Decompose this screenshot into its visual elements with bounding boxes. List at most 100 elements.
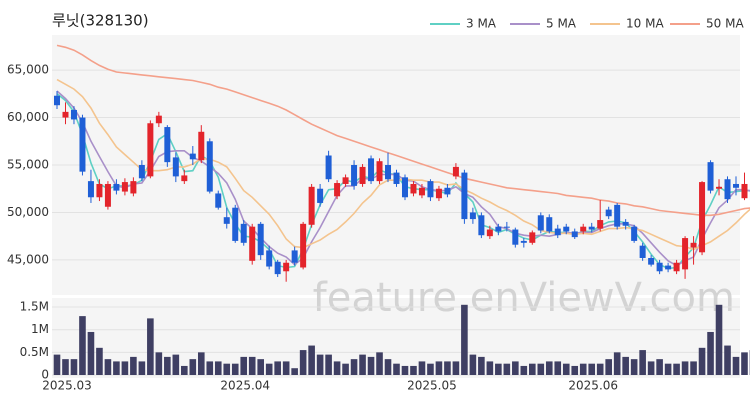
candle-body (266, 250, 273, 267)
volume-bar (223, 363, 231, 375)
x-tick-label: 2025.04 (220, 379, 270, 393)
volume-bar (79, 316, 86, 375)
volume-bar (393, 363, 400, 375)
candle-body (546, 217, 553, 232)
legend-label: 5 MA (546, 17, 577, 31)
volume-bar (62, 359, 69, 375)
volume-bar (452, 361, 460, 375)
volume-bar (724, 345, 731, 375)
candle-body (189, 153, 196, 160)
candle-body (206, 141, 213, 192)
candle-body (181, 175, 188, 182)
volume-tick-label: 0.5M (20, 345, 49, 359)
volume-bar (613, 352, 621, 375)
candle-body (104, 183, 111, 207)
candle-body (427, 181, 434, 198)
candle-body (240, 223, 247, 243)
volume-bar (147, 318, 154, 375)
candle-body (554, 228, 561, 236)
legend-label: 50 MA (706, 17, 744, 31)
x-tick-label: 2025.03 (42, 379, 92, 393)
candle-body (283, 262, 290, 272)
volume-bar (622, 356, 629, 375)
candle-body (223, 217, 230, 224)
volume-bar (664, 363, 672, 375)
candle-body (724, 179, 731, 200)
candle-body (520, 240, 527, 243)
volume-bar (418, 361, 426, 375)
volume-bar (53, 354, 61, 375)
candle-body (121, 182, 128, 192)
volume-bar (189, 359, 197, 375)
volume-bar (316, 354, 324, 375)
volume-bar (681, 361, 689, 375)
candle-body (198, 131, 205, 161)
candle-body (130, 181, 137, 194)
candle-body (580, 226, 587, 232)
candle-body (147, 123, 154, 177)
volume-bar (478, 356, 485, 375)
volume-bar (87, 331, 95, 375)
volume-bar (427, 363, 434, 375)
candle-body (334, 183, 341, 197)
volume-bar (164, 356, 171, 375)
volume-bar (342, 363, 349, 375)
candle-body (385, 165, 392, 180)
y-tick-label: 65,000 (7, 63, 49, 77)
volume-bar (461, 304, 468, 375)
candle-body (503, 226, 510, 228)
volume-tick-label: 1M (31, 322, 49, 336)
volume-bar (248, 356, 256, 375)
volume-bar (698, 347, 706, 375)
candle-body (690, 242, 697, 248)
volume-bar (656, 359, 663, 375)
candle-body (215, 193, 222, 208)
volume-bar (571, 365, 579, 375)
volume-bar (181, 365, 188, 375)
legend-label: 10 MA (626, 17, 664, 31)
volume-bar (214, 361, 222, 375)
candle-body (376, 161, 383, 182)
volume-bar (512, 361, 519, 375)
candle-body (733, 183, 739, 188)
volume-bar (96, 347, 103, 375)
candle-body (113, 183, 120, 191)
candle-body (138, 165, 145, 179)
volume-bar (333, 361, 341, 375)
volume-bar (732, 356, 740, 375)
candle-body (435, 188, 442, 199)
candle-body (257, 223, 264, 256)
volume-bar (70, 359, 78, 375)
candle-body (418, 187, 425, 196)
watermark: feature.enViewV.com (313, 275, 735, 321)
candle-body (87, 181, 94, 198)
volume-bar (138, 361, 146, 375)
volume-bar (172, 354, 180, 375)
candle-body (274, 261, 281, 275)
candle-body (597, 220, 604, 229)
candle-body (155, 115, 162, 124)
candle-body (682, 238, 689, 270)
candle-body (469, 212, 476, 220)
volume-bar (520, 365, 528, 375)
volume-bar (308, 345, 315, 375)
volume-bar (265, 363, 273, 375)
candle-body (359, 166, 366, 184)
volume-bar (503, 363, 511, 375)
candle-body (707, 162, 714, 191)
candle-body (342, 177, 349, 184)
volume-bar (562, 363, 570, 375)
ma-line (56, 44, 750, 217)
candle-body (665, 265, 672, 270)
candle-body (588, 226, 595, 230)
candle-body (614, 204, 621, 227)
volume-bar (529, 363, 536, 375)
candle-body (656, 262, 663, 272)
y-tick-label: 45,000 (7, 252, 49, 266)
volume-bar (197, 352, 205, 375)
volume-bar (554, 361, 562, 375)
y-tick-label: 55,000 (7, 158, 49, 172)
volume-bar (639, 350, 646, 375)
candle-body (605, 209, 612, 217)
volume-bar (121, 361, 129, 375)
